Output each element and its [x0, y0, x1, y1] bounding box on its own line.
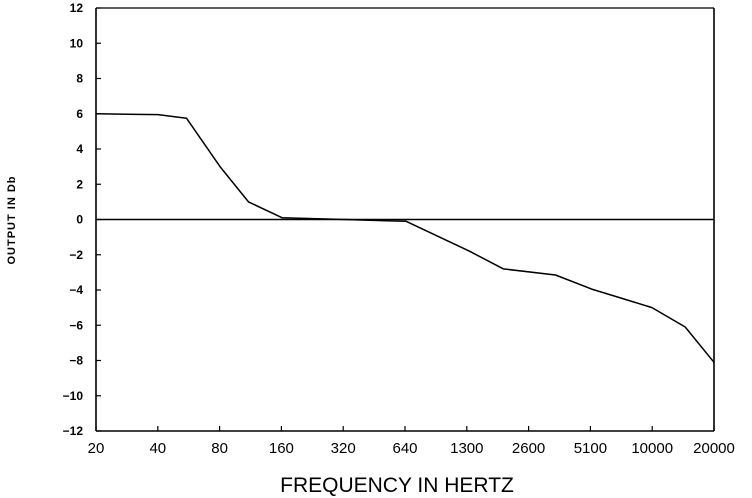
y-tick-label: −6 — [69, 318, 83, 332]
x-tick-label: 40 — [149, 440, 166, 457]
y-axis-title: OUTPUT IN Db — [6, 176, 18, 265]
response-curve — [95, 113, 715, 363]
y-tick-label: 12 — [70, 1, 84, 15]
y-tick-label: 4 — [76, 142, 83, 156]
series-group — [95, 113, 715, 363]
y-tick-label: 8 — [76, 72, 83, 86]
x-tick-label: 2600 — [512, 440, 545, 457]
y-tick-label: 6 — [76, 107, 83, 121]
y-tick-label: 0 — [76, 213, 83, 227]
y-tick-label: −4 — [69, 283, 83, 297]
y-axis-ticks: 12 10 8 6 4 2 0 −2 −4 −6 −8 −10 −12 — [63, 1, 101, 438]
x-tick-label: 20000 — [693, 440, 735, 457]
x-tick-label: 160 — [269, 440, 294, 457]
x-tick-label: 320 — [331, 440, 356, 457]
x-tick-label: 80 — [211, 440, 228, 457]
x-axis-title: FREQUENCY IN HERTZ — [280, 474, 514, 497]
y-tick-label: −12 — [63, 424, 84, 438]
y-tick-label: −10 — [63, 389, 84, 403]
x-tick-label: 640 — [392, 440, 417, 457]
y-tick-label: 10 — [70, 36, 84, 50]
x-tick-label: 10000 — [631, 440, 673, 457]
x-tick-label: 5100 — [574, 440, 607, 457]
x-tick-label: 20 — [88, 440, 105, 457]
x-tick-label: 1300 — [450, 440, 483, 457]
y-tick-label: −2 — [69, 248, 83, 262]
y-tick-label: −8 — [69, 354, 83, 368]
y-tick-label: 2 — [76, 177, 83, 191]
x-axis-ticks: 20 40 80 160 320 640 1300 2600 5100 10000 20000 — [88, 426, 735, 457]
